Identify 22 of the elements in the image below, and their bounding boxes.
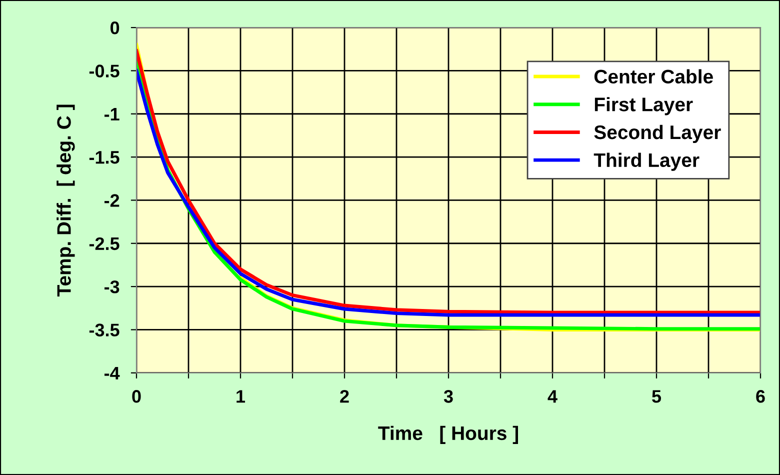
- y-tick-label: -0.5: [89, 64, 120, 78]
- x-tick-label: 6: [756, 390, 765, 403]
- legend-label: Center Cable: [594, 69, 713, 84]
- x-tick-label: 1: [236, 390, 246, 403]
- x-tick-label: 3: [444, 390, 453, 403]
- y-tick-label: 0: [110, 21, 120, 34]
- y-axis-title: Temp. Diff. [ deg. C ]: [56, 104, 75, 296]
- x-tick-label: 5: [652, 390, 662, 403]
- y-tick-label: -2: [104, 194, 120, 207]
- y-tick-label: -3.5: [89, 324, 120, 336]
- x-tick-label: 2: [340, 390, 349, 403]
- legend-label: First Layer: [594, 97, 693, 116]
- legend-label: Third Layer: [594, 152, 700, 171]
- y-tick-label: -3: [104, 280, 120, 294]
- y-tick-label: -1: [104, 108, 120, 120]
- y-tick-label: -4: [104, 366, 120, 380]
- x-axis-title: Time [ Hours ]: [378, 426, 518, 444]
- y-tick-label: -2.5: [89, 237, 120, 250]
- legend-label: Second Layer: [594, 124, 721, 144]
- x-tick-label: 4: [548, 390, 558, 403]
- x-tick-label: 0: [132, 390, 141, 403]
- y-tick-label: -1.5: [89, 151, 120, 164]
